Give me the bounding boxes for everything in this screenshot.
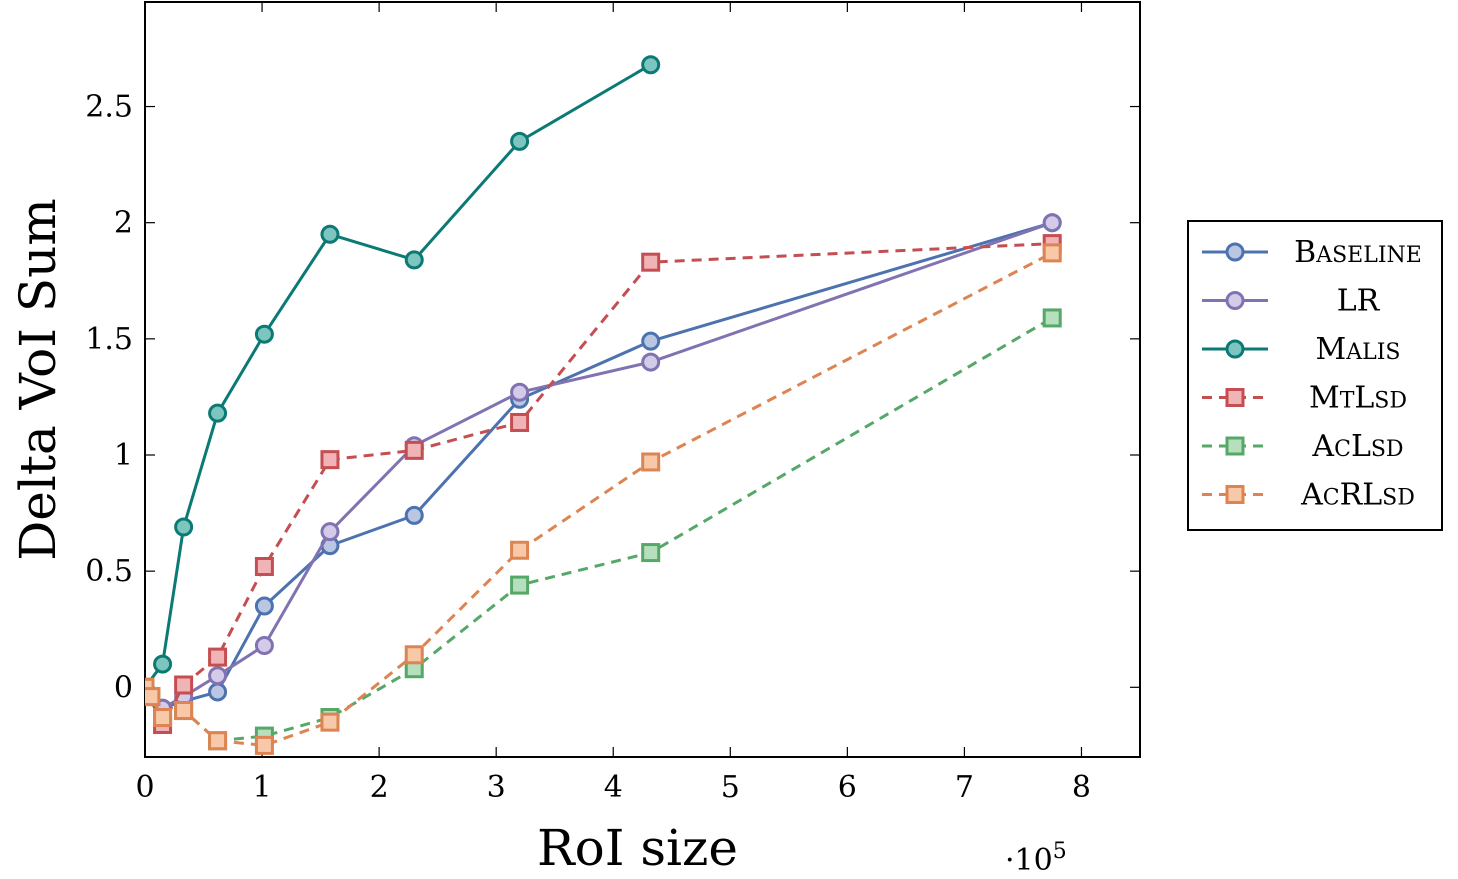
y-axis-title: Delta VoI Sum [9, 198, 67, 561]
x-tick-label: 6 [838, 770, 857, 805]
series-mtlsd [145, 234, 1062, 734]
data-point-acrlsd [510, 540, 530, 560]
legend-item-acrlsd: ACRLSD [1202, 478, 1415, 513]
data-point-baseline [208, 682, 228, 702]
data-point-baseline [641, 331, 661, 351]
series-baseline [145, 213, 1062, 718]
x-axis-multiplier: ·105 [1005, 839, 1067, 878]
tick-labels: 0 1 2 3 4 5 6 7 8 0 0.5 1 1.5 2 2.5 [85, 90, 1091, 805]
legend-item-baseline: BASELINE [1202, 235, 1422, 270]
data-point-baseline [404, 505, 424, 525]
legend-label-aclsd: ACLSD [1311, 429, 1403, 464]
legend-marker-lr [1225, 291, 1245, 310]
y-tick-label: 1.5 [85, 322, 133, 357]
data-point-malis [510, 131, 530, 151]
data-point-malis [174, 517, 194, 537]
data-point-aclsd [641, 543, 661, 563]
legend-label-lr: LR [1337, 284, 1381, 319]
data-point-lr [510, 382, 530, 402]
data-point-acrlsd [208, 731, 228, 751]
legend-label-baseline: BASELINE [1294, 235, 1422, 270]
series-lines [145, 55, 1062, 755]
data-point-malis [641, 55, 661, 75]
x-tick-label: 8 [1072, 770, 1091, 805]
legend-marker-malis [1225, 339, 1245, 359]
series-line-mtlsd [145, 242, 1053, 726]
series-acrlsd [145, 243, 1062, 755]
x-tick-label: 3 [487, 770, 506, 805]
data-point-mtlsd [320, 450, 340, 470]
legend-label-mtlsd: MTLSD [1309, 381, 1407, 416]
legend-item-malis: MALIS [1202, 332, 1400, 367]
axis-ticks [144, 2, 1140, 757]
x-tick-label: 7 [955, 770, 974, 805]
data-point-malis [254, 324, 274, 344]
data-point-acrlsd [153, 708, 173, 728]
data-point-malis [404, 250, 424, 270]
legend-item-lr: LR [1202, 284, 1381, 319]
data-point-acrlsd [404, 645, 424, 665]
x-tick-label: 1 [253, 770, 272, 805]
x-tick-label: 5 [721, 770, 740, 805]
y-tick-label: 0 [114, 670, 133, 705]
data-point-malis [153, 654, 173, 674]
data-point-lr [320, 522, 340, 542]
data-point-mtlsd [254, 557, 274, 577]
data-point-lr [208, 666, 228, 686]
series-line-acrlsd [145, 251, 1053, 747]
y-tick-label: 2 [114, 206, 133, 241]
plot-frame [144, 1, 1141, 758]
data-point-mtlsd [510, 412, 530, 432]
x-tick-label: 2 [370, 770, 389, 805]
series-aclsd [145, 308, 1062, 751]
data-point-acrlsd [145, 687, 161, 707]
y-tick-label: 0.5 [85, 554, 133, 589]
series-malis [145, 55, 661, 697]
data-point-acrlsd [1042, 243, 1062, 263]
data-point-acrlsd [320, 712, 340, 732]
series-line-lr [145, 221, 1053, 710]
data-point-mtlsd [404, 440, 424, 460]
data-point-acrlsd [174, 701, 194, 721]
data-point-aclsd [1042, 308, 1062, 328]
data-point-aclsd [510, 575, 530, 595]
x-tick-label: 4 [604, 770, 623, 805]
x-axis-title: RoI size [537, 819, 738, 877]
x-tick-label: 0 [135, 770, 154, 805]
data-point-acrlsd [641, 452, 661, 472]
series-lr [145, 213, 1062, 718]
data-point-baseline [254, 596, 274, 616]
series-line-baseline [145, 221, 1053, 710]
legend-box [1187, 220, 1443, 531]
data-point-mtlsd [641, 252, 661, 272]
data-point-malis [320, 224, 340, 244]
legend-marker-baseline [1225, 242, 1245, 262]
y-tick-label: 2.5 [85, 90, 133, 125]
data-point-mtlsd [174, 675, 194, 695]
legend-label-acrlsd: ACRLSD [1300, 478, 1415, 513]
data-point-malis [208, 403, 228, 423]
legend-marker-aclsd [1225, 436, 1245, 456]
legend-label-malis: MALIS [1316, 332, 1401, 367]
data-point-lr [1042, 213, 1062, 233]
data-point-lr [254, 635, 274, 655]
legend-item-mtlsd: MTLSD [1202, 381, 1407, 416]
data-point-mtlsd [208, 647, 228, 667]
legend-marker-mtlsd [1225, 388, 1245, 407]
data-point-acrlsd [254, 735, 274, 755]
data-point-lr [641, 352, 661, 372]
legend: BASELINE LR MALIS MTLSD ACLSD ACRLSD [1187, 220, 1443, 531]
legend-marker-acrlsd [1225, 485, 1245, 504]
series-line-aclsd [145, 316, 1053, 743]
legend-item-aclsd: ACLSD [1202, 429, 1404, 464]
y-tick-label: 1 [114, 438, 133, 473]
